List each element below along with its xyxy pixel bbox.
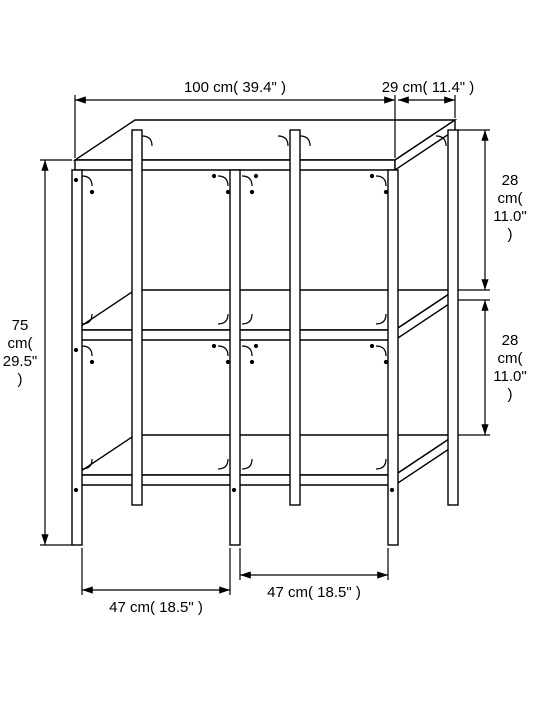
shelf-diagram: 100 cm( 39.4" ) 29 cm( 11.4" ) 75 cm( 29… bbox=[0, 0, 540, 720]
svg-text:11.0": 11.0" bbox=[493, 208, 526, 225]
label-bay-left: 47 cm( 18.5" ) bbox=[109, 599, 203, 616]
label-depth-top: 29 cm( 11.4" ) bbox=[382, 79, 475, 96]
svg-text:cm(: cm( bbox=[498, 190, 523, 207]
svg-text:28: 28 bbox=[502, 332, 519, 349]
dim-bay-right: 47 cm( 18.5" ) bbox=[240, 548, 388, 601]
svg-text:11.0": 11.0" bbox=[493, 368, 526, 385]
dim-upper-gap-right: 28 cm( 11.0" ) bbox=[458, 130, 527, 290]
label-width-top: 100 cm( 39.4" ) bbox=[184, 79, 286, 96]
svg-text:): ) bbox=[18, 371, 23, 388]
svg-text:28: 28 bbox=[502, 172, 519, 189]
label-bay-right: 47 cm( 18.5" ) bbox=[267, 584, 361, 601]
dim-lower-gap-right: 28 cm( 11.0" ) bbox=[458, 300, 527, 435]
label-height-left-line1: 75 bbox=[12, 317, 29, 334]
svg-text:): ) bbox=[508, 386, 513, 403]
svg-text:29.5": 29.5" bbox=[3, 353, 38, 370]
svg-text:cm(: cm( bbox=[8, 335, 33, 352]
svg-text:): ) bbox=[508, 226, 513, 243]
svg-text:cm(: cm( bbox=[498, 350, 523, 367]
dim-bay-left: 47 cm( 18.5" ) bbox=[82, 548, 230, 616]
dim-height-left: 75 cm( 29.5" ) bbox=[3, 160, 72, 545]
